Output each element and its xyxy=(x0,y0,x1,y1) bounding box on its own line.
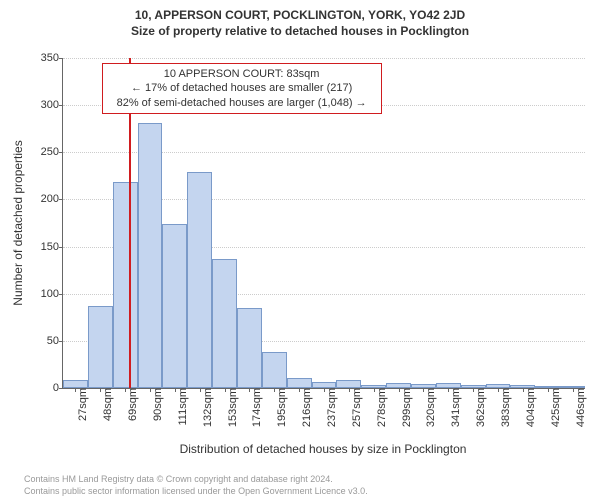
ytick-label: 350 xyxy=(41,52,63,64)
footer-copyright-1: Contains HM Land Registry data © Crown c… xyxy=(24,474,333,484)
xtick-label: 278sqm xyxy=(374,388,388,427)
x-axis-label: Distribution of detached houses by size … xyxy=(180,442,467,456)
xtick-label: 383sqm xyxy=(498,388,512,427)
histogram-bar xyxy=(138,123,163,388)
histogram-bar xyxy=(187,172,212,388)
xtick-label: 111sqm xyxy=(175,388,189,426)
property-info-box: 10 APPERSON COURT: 83sqm← 17% of detache… xyxy=(102,63,382,114)
histogram-plot: 05010015020025030035027sqm48sqm69sqm90sq… xyxy=(62,58,585,389)
xtick-label: 27sqm xyxy=(75,388,89,421)
xtick-label: 341sqm xyxy=(448,388,462,427)
histogram-bar xyxy=(113,182,138,388)
xtick-label: 153sqm xyxy=(225,388,239,427)
xtick-label: 257sqm xyxy=(349,388,363,427)
footer-copyright-2: Contains public sector information licen… xyxy=(24,486,368,496)
ytick-label: 0 xyxy=(53,382,63,394)
xtick-label: 69sqm xyxy=(125,388,139,421)
info-box-line: ← 17% of detached houses are smaller (21… xyxy=(109,81,375,95)
xtick-label: 237sqm xyxy=(324,388,338,427)
xtick-label: 216sqm xyxy=(299,388,313,427)
xtick-label: 195sqm xyxy=(274,388,288,427)
ytick-label: 100 xyxy=(41,288,63,300)
xtick-label: 132sqm xyxy=(200,388,214,427)
xtick-label: 446sqm xyxy=(573,388,587,427)
address-title: 10, APPERSON COURT, POCKLINGTON, YORK, Y… xyxy=(0,0,600,22)
chart-subtitle: Size of property relative to detached ho… xyxy=(0,22,600,38)
gridline xyxy=(63,58,585,59)
histogram-bar xyxy=(262,352,287,388)
histogram-bar xyxy=(336,380,361,388)
xtick-label: 425sqm xyxy=(548,388,562,427)
histogram-bar xyxy=(212,259,237,388)
histogram-bar xyxy=(287,378,312,388)
y-axis-label: Number of detached properties xyxy=(11,140,25,305)
info-box-line: 10 APPERSON COURT: 83sqm xyxy=(109,67,375,81)
xtick-label: 48sqm xyxy=(100,388,114,421)
ytick-label: 300 xyxy=(41,99,63,111)
xtick-label: 320sqm xyxy=(423,388,437,427)
ytick-label: 250 xyxy=(41,146,63,158)
ytick-label: 200 xyxy=(41,193,63,205)
ytick-label: 150 xyxy=(41,241,63,253)
histogram-bar xyxy=(63,380,88,388)
xtick-label: 174sqm xyxy=(249,388,263,427)
histogram-bar xyxy=(162,224,187,388)
histogram-bar xyxy=(237,308,262,388)
histogram-bar xyxy=(88,306,113,388)
xtick-label: 90sqm xyxy=(150,388,164,421)
xtick-label: 404sqm xyxy=(523,388,537,427)
xtick-label: 362sqm xyxy=(473,388,487,427)
ytick-label: 50 xyxy=(47,335,63,347)
xtick-label: 299sqm xyxy=(399,388,413,427)
info-box-line: 82% of semi-detached houses are larger (… xyxy=(109,96,375,110)
